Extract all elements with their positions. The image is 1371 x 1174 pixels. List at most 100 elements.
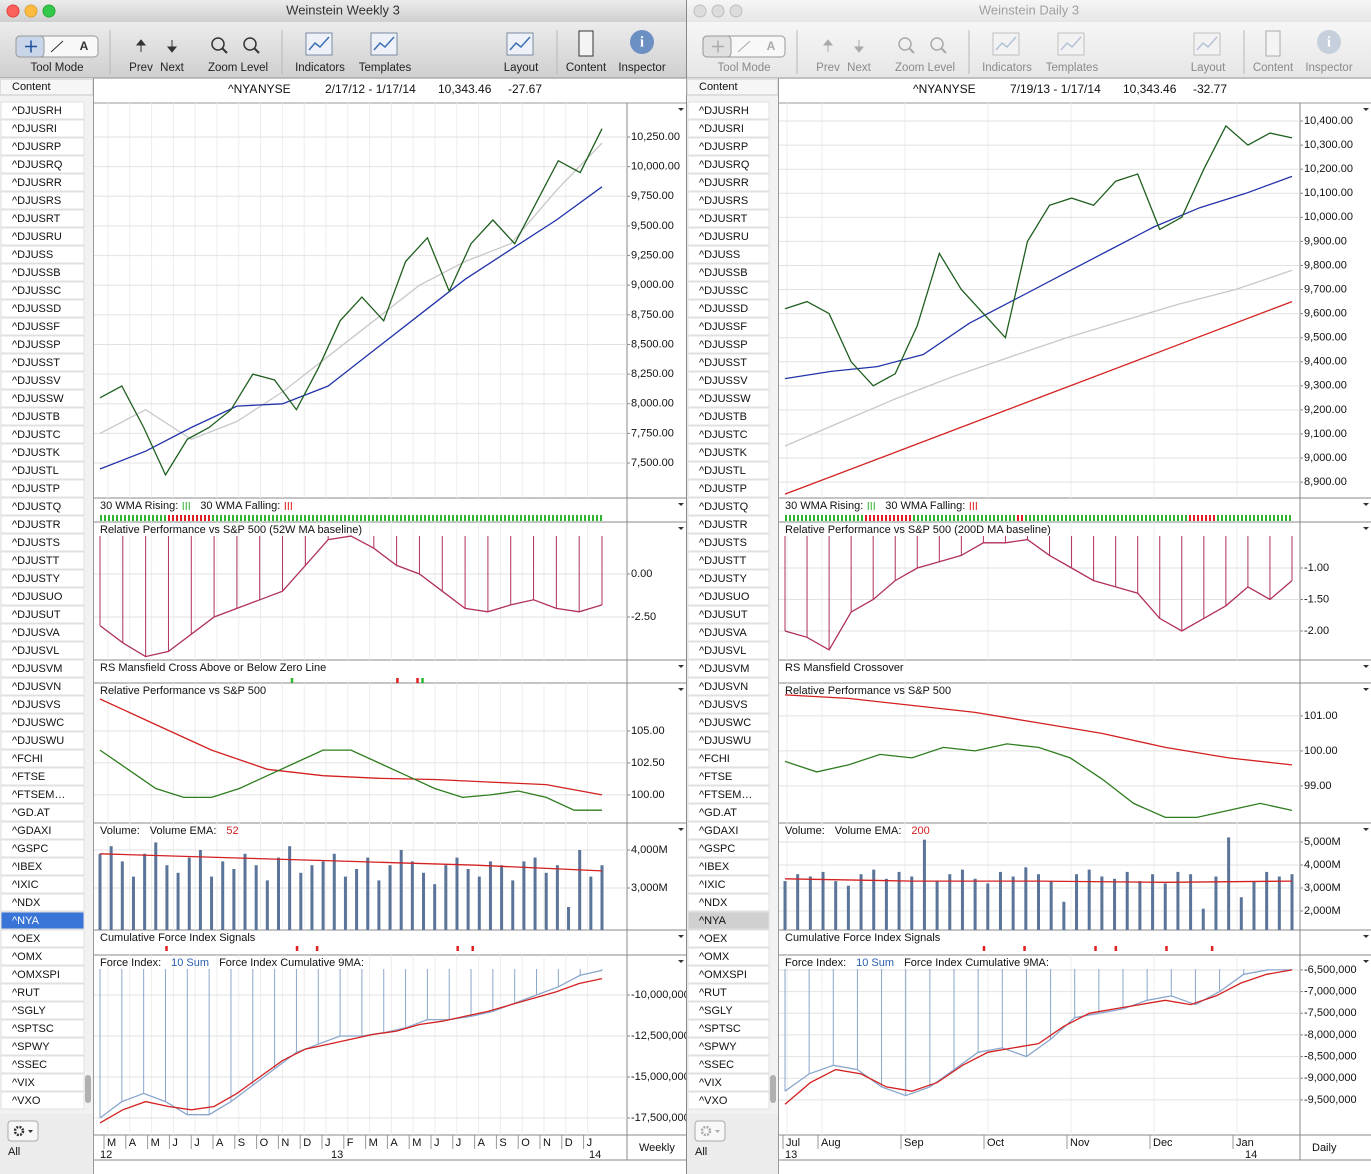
symbol-item[interactable]: ^DJUSTP [699, 483, 747, 495]
panel-menu[interactable] [1363, 665, 1369, 668]
panel-menu[interactable] [1363, 503, 1369, 506]
symbol-row[interactable] [0, 695, 85, 714]
symbol-row[interactable] [0, 137, 85, 156]
symbol-row[interactable] [0, 731, 85, 750]
symbol-item[interactable]: ^DJUSRT [699, 213, 748, 225]
symbol-item[interactable]: ^DJUSRI [699, 123, 744, 135]
symbol-item[interactable]: ^DJUSSC [12, 285, 61, 297]
symbol-row[interactable] [687, 173, 770, 192]
symbol-item[interactable]: ^DJUSTY [12, 573, 61, 585]
symbol-row[interactable] [687, 209, 770, 228]
symbol-row[interactable] [0, 407, 85, 426]
toolbar-label[interactable]: Inspector [1305, 62, 1352, 74]
symbol-row[interactable] [0, 587, 85, 606]
symbol-row[interactable] [0, 245, 85, 264]
symbol-item[interactable]: ^DJUSRU [12, 231, 62, 243]
symbol-item[interactable]: ^DJUSSB [12, 267, 61, 279]
symbol-row[interactable] [0, 263, 85, 282]
symbol-row[interactable] [0, 983, 85, 1002]
symbol-row[interactable] [0, 551, 85, 570]
toolbar-label[interactable]: Prev [816, 62, 840, 74]
symbol-item[interactable]: ^DJUSTT [699, 555, 747, 567]
symbol-row[interactable] [687, 983, 770, 1002]
symbol-row[interactable] [687, 659, 770, 678]
symbol-item[interactable]: ^DJUSTB [12, 411, 60, 423]
toolbar-label[interactable]: Layout [504, 62, 539, 74]
toolbar-label[interactable]: Next [847, 62, 871, 74]
symbol-item[interactable]: ^DJUSTC [12, 429, 61, 441]
symbol-row[interactable] [687, 821, 770, 840]
symbol-row[interactable] [687, 461, 770, 480]
sidebar-scroll-thumb[interactable] [85, 1075, 91, 1103]
symbol-item[interactable]: ^SPWY [12, 1041, 50, 1053]
symbol-item[interactable]: ^DJUSST [699, 357, 747, 369]
symbol-row[interactable] [687, 1073, 770, 1092]
panel-menu[interactable] [678, 503, 684, 506]
panel-menu[interactable] [678, 688, 684, 691]
symbol-row[interactable] [687, 245, 770, 264]
symbol-item[interactable]: ^GD.AT [12, 807, 50, 819]
symbol-row[interactable] [0, 443, 85, 462]
panel-menu[interactable] [1363, 960, 1369, 963]
symbol-item[interactable]: ^DJUSTQ [699, 501, 749, 513]
symbol-row[interactable] [0, 479, 85, 498]
symbol-item[interactable]: ^DJUSTC [699, 429, 748, 441]
symbol-row[interactable] [687, 191, 770, 210]
toolbar-label[interactable]: Tool Mode [717, 62, 770, 74]
symbol-item[interactable]: ^DJUSWU [12, 735, 64, 747]
symbol-row[interactable] [0, 317, 85, 336]
symbol-row[interactable] [0, 911, 85, 930]
symbol-row[interactable] [687, 533, 770, 552]
symbol-item[interactable]: ^RUT [12, 987, 40, 999]
symbol-row[interactable] [687, 911, 770, 930]
symbol-item[interactable]: ^FTSEM… [12, 789, 65, 801]
toolbar-label[interactable]: Next [160, 62, 184, 74]
symbol-row[interactable] [0, 605, 85, 624]
symbol-row[interactable] [0, 893, 85, 912]
symbol-item[interactable]: ^VXO [699, 1095, 728, 1107]
symbol-item[interactable]: ^FTSE [12, 771, 45, 783]
symbol-item[interactable]: ^DJUSRQ [699, 159, 750, 171]
symbol-row[interactable] [0, 155, 85, 174]
panel-menu[interactable] [1363, 935, 1369, 938]
period-label[interactable]: Daily [1312, 1142, 1337, 1154]
symbol-item[interactable]: ^RUT [699, 987, 727, 999]
symbol-row[interactable] [687, 101, 770, 120]
symbol-item[interactable]: ^DJUSSF [699, 321, 747, 333]
symbol-item[interactable]: ^SPWY [699, 1041, 737, 1053]
symbol-item[interactable]: ^DJUSRR [699, 177, 749, 189]
symbol-item[interactable]: ^DJUSTL [12, 465, 59, 477]
symbol-item[interactable]: ^DJUSTB [699, 411, 747, 423]
symbol-row[interactable] [687, 749, 770, 768]
panel-menu[interactable] [1363, 828, 1369, 831]
sidebar-footer-label[interactable]: All [695, 1146, 707, 1158]
symbol-item[interactable]: ^DJUSVS [12, 699, 61, 711]
window-button[interactable] [693, 4, 707, 18]
symbol-row[interactable] [687, 281, 770, 300]
symbol-item[interactable]: ^SPTSC [699, 1023, 741, 1035]
panel-menu[interactable] [678, 935, 684, 938]
symbol-row[interactable] [0, 749, 85, 768]
symbol-row[interactable] [0, 929, 85, 948]
symbol-row[interactable] [687, 497, 770, 516]
symbol-row[interactable] [687, 875, 770, 894]
symbol-row[interactable] [0, 173, 85, 192]
symbol-item[interactable]: ^VIX [699, 1077, 723, 1089]
symbol-row[interactable] [687, 605, 770, 624]
symbol-item[interactable]: ^IXIC [12, 879, 39, 891]
symbol-item[interactable]: ^DJUSRQ [12, 159, 63, 171]
symbol-row[interactable] [687, 389, 770, 408]
symbol-item[interactable]: ^OMX [12, 951, 43, 963]
symbol-row[interactable] [687, 623, 770, 642]
toolbar-label[interactable]: Content [1253, 62, 1294, 74]
toolbar-label[interactable]: Prev [129, 62, 153, 74]
symbol-item[interactable]: ^OEX [12, 933, 41, 945]
symbol-item[interactable]: ^DJUSVS [699, 699, 748, 711]
symbol-row[interactable] [0, 1055, 85, 1074]
symbol-item[interactable]: ^DJUSRR [12, 177, 62, 189]
symbol-item[interactable]: ^DJUSVA [699, 627, 747, 639]
symbol-row[interactable] [0, 1037, 85, 1056]
symbol-row[interactable] [0, 767, 85, 786]
symbol-item[interactable]: ^DJUSRP [699, 141, 748, 153]
symbol-item[interactable]: ^DJUSS [699, 249, 740, 261]
